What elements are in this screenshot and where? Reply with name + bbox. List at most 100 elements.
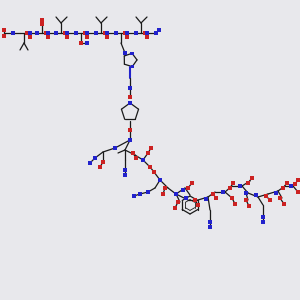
- Bar: [114, 31, 118, 35]
- Bar: [123, 51, 127, 55]
- Bar: [146, 190, 150, 194]
- Bar: [65, 35, 69, 39]
- Bar: [123, 168, 127, 172]
- Bar: [244, 191, 248, 195]
- Bar: [289, 184, 293, 188]
- Bar: [261, 215, 265, 219]
- Bar: [128, 138, 132, 142]
- Bar: [281, 186, 285, 190]
- Bar: [74, 31, 78, 35]
- Bar: [230, 196, 234, 200]
- Bar: [145, 35, 149, 39]
- Bar: [131, 151, 135, 155]
- Bar: [296, 190, 300, 194]
- Bar: [238, 184, 242, 188]
- Bar: [138, 192, 142, 196]
- Bar: [128, 95, 132, 99]
- Bar: [128, 101, 132, 105]
- Bar: [208, 225, 212, 229]
- Bar: [134, 31, 138, 35]
- Bar: [130, 65, 134, 68]
- Bar: [157, 28, 161, 32]
- Bar: [246, 181, 250, 185]
- Bar: [274, 191, 278, 195]
- Bar: [154, 31, 158, 35]
- Bar: [134, 156, 138, 160]
- Bar: [85, 31, 89, 35]
- Bar: [125, 35, 129, 39]
- Bar: [88, 161, 92, 165]
- Bar: [149, 146, 153, 150]
- Bar: [130, 52, 134, 55]
- Bar: [103, 31, 107, 35]
- Bar: [35, 31, 39, 35]
- Bar: [85, 41, 89, 45]
- Bar: [193, 198, 197, 202]
- Bar: [184, 196, 188, 200]
- Bar: [132, 194, 136, 198]
- Bar: [268, 198, 272, 202]
- Bar: [85, 35, 89, 39]
- Bar: [186, 186, 190, 190]
- Bar: [148, 165, 152, 169]
- Bar: [247, 204, 251, 208]
- Bar: [146, 151, 150, 155]
- Bar: [161, 192, 165, 196]
- Bar: [174, 192, 178, 196]
- Bar: [264, 194, 268, 198]
- Bar: [228, 186, 232, 190]
- Bar: [250, 176, 254, 180]
- Bar: [231, 181, 235, 185]
- Bar: [196, 203, 200, 207]
- Bar: [128, 86, 132, 90]
- Bar: [101, 160, 105, 164]
- Bar: [190, 181, 194, 185]
- Bar: [152, 170, 156, 174]
- Bar: [128, 128, 132, 132]
- Bar: [25, 31, 29, 35]
- Bar: [46, 31, 50, 35]
- Bar: [208, 220, 212, 224]
- Bar: [28, 31, 32, 35]
- Bar: [79, 41, 83, 45]
- Bar: [211, 192, 215, 196]
- Bar: [2, 34, 6, 38]
- Bar: [285, 181, 289, 185]
- Bar: [40, 22, 44, 26]
- Bar: [296, 178, 300, 182]
- Bar: [28, 35, 32, 39]
- Bar: [93, 156, 97, 160]
- Bar: [40, 18, 44, 22]
- Bar: [204, 197, 208, 201]
- Bar: [176, 200, 180, 204]
- Bar: [233, 202, 237, 206]
- Bar: [214, 196, 218, 200]
- Bar: [105, 31, 109, 35]
- Bar: [254, 193, 258, 197]
- Bar: [83, 31, 87, 35]
- Bar: [158, 178, 162, 182]
- Bar: [65, 31, 69, 35]
- Bar: [173, 206, 177, 210]
- Bar: [94, 31, 98, 35]
- Bar: [141, 158, 145, 162]
- Bar: [105, 35, 109, 39]
- Bar: [125, 31, 129, 35]
- Bar: [143, 31, 147, 35]
- Bar: [2, 28, 6, 32]
- Bar: [293, 182, 297, 186]
- Bar: [181, 188, 185, 192]
- Bar: [11, 31, 15, 35]
- Bar: [261, 220, 265, 224]
- Bar: [44, 31, 48, 35]
- Bar: [282, 202, 286, 206]
- Bar: [123, 31, 127, 35]
- Bar: [113, 146, 117, 150]
- Bar: [244, 198, 248, 202]
- Bar: [123, 173, 127, 177]
- Bar: [54, 31, 58, 35]
- Bar: [63, 31, 67, 35]
- Bar: [221, 190, 225, 194]
- Bar: [46, 35, 50, 39]
- Bar: [163, 186, 167, 190]
